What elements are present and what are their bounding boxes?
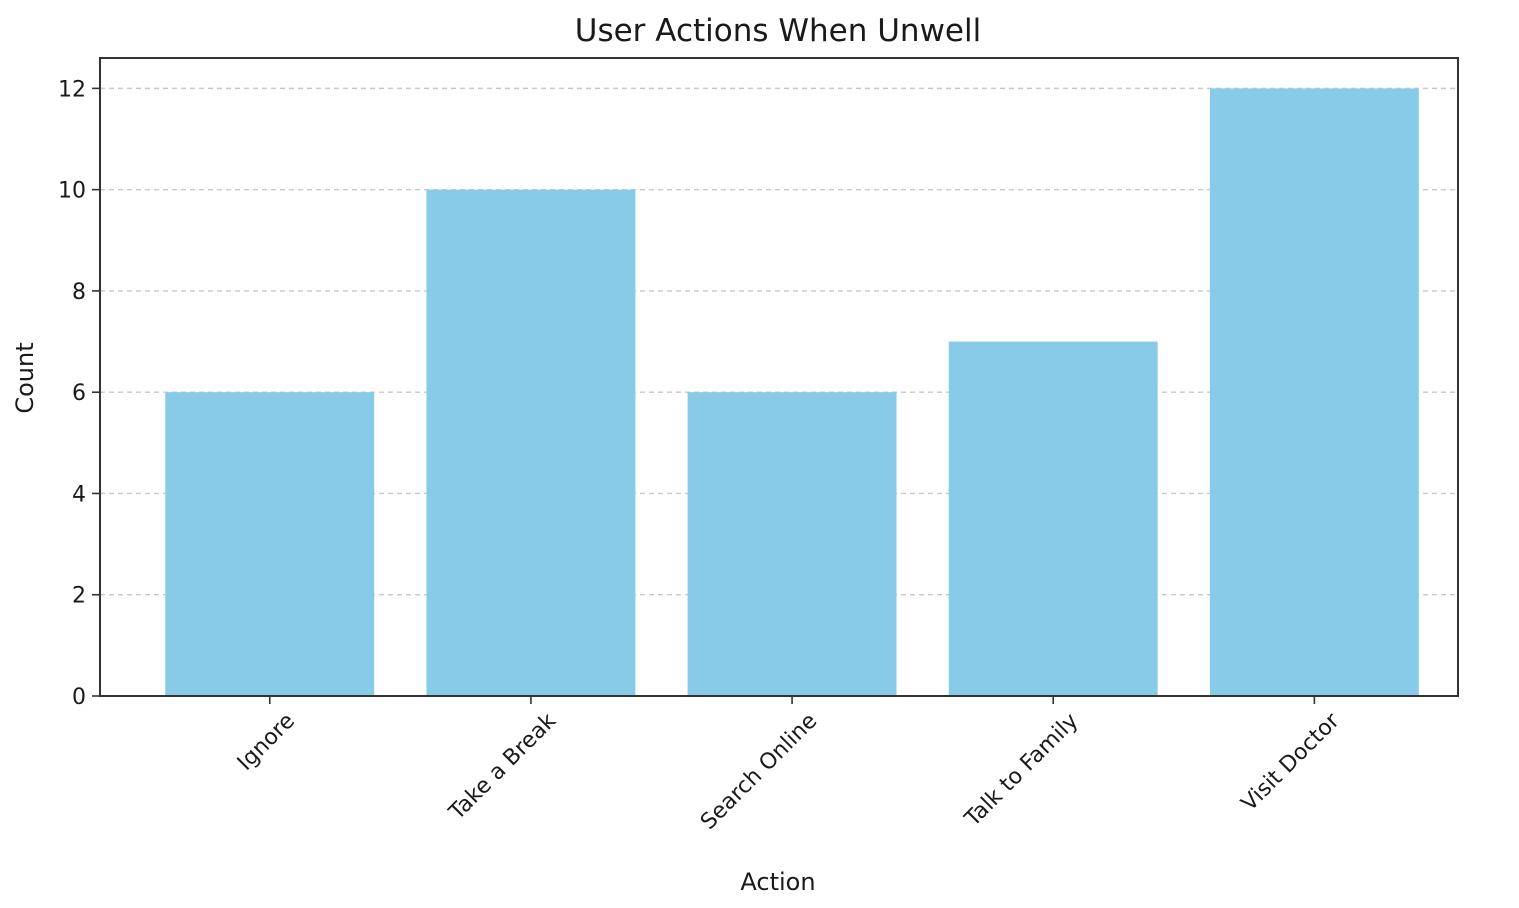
y-axis-ticks: 0 2 4 6 8 10 12 [58,77,100,710]
y-tick-label: 8 [72,280,86,305]
y-tick-label: 6 [72,381,86,406]
x-tick-label: Talk to Family [960,709,1084,833]
x-axis-label: Action [740,868,815,896]
x-tick-label: Ignore [233,709,300,776]
bar [1209,88,1419,696]
x-tick-label: Search Online [696,709,822,835]
y-tick-label: 4 [72,482,86,507]
x-axis-ticks: Ignore Take a Break Search Online Talk to F… [233,696,1345,835]
y-tick-label: 12 [58,77,86,102]
bar [426,189,636,696]
chart-title: User Actions When Unwell [575,13,981,49]
y-tick-label: 10 [58,179,86,204]
bar [948,341,1158,696]
y-tick-label: 0 [72,685,86,710]
bar [687,392,897,696]
bar [165,392,375,696]
y-tick-label: 2 [72,584,86,609]
plot-frame [99,57,1459,697]
x-tick-label: Take a Break [444,708,561,825]
y-axis-label: Count [11,342,39,413]
x-tick-label: Visit Doctor [1237,708,1346,817]
bars [165,88,1419,696]
